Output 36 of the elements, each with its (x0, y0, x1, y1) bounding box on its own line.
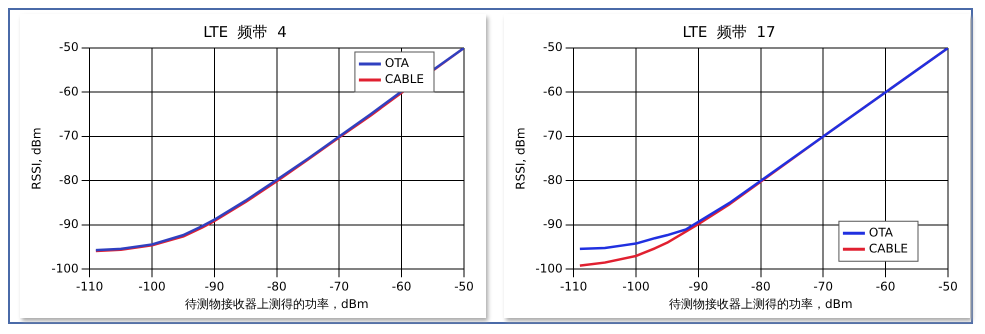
y-tick-label: -60 (543, 84, 563, 98)
x-axis-title: 待测物接收器上测得的功率，dBm (669, 296, 853, 311)
x-tick-label: -50 (938, 280, 958, 294)
x-tick-label: -110 (76, 280, 104, 294)
y-tick-label: -70 (59, 128, 79, 143)
y-tick-label: -50 (59, 40, 79, 54)
y-tick-label: -70 (543, 128, 563, 143)
x-tick-label: -80 (267, 280, 287, 294)
legend-label: CABLE (384, 72, 424, 86)
y-axis-title: RSSI, dBm (513, 127, 528, 190)
x-tick-label: -60 (876, 280, 896, 294)
y-tick-label: -80 (59, 172, 79, 187)
x-tick-label: -60 (392, 280, 412, 294)
y-tick-label: -100 (51, 261, 79, 276)
legend-label: OTA (868, 225, 894, 240)
x-tick-label: -90 (688, 280, 708, 294)
x-tick-label: -100 (138, 280, 166, 294)
y-tick-label: -90 (543, 217, 563, 232)
x-tick-label: -70 (329, 280, 350, 294)
x-tick-label: -110 (560, 280, 588, 294)
y-tick-label: -60 (59, 84, 79, 98)
x-tick-label: -80 (751, 280, 771, 294)
x-tick-label: -50 (454, 280, 474, 294)
y-axis-title: RSSI, dBm (29, 127, 44, 190)
x-tick-label: -100 (622, 280, 650, 294)
chart-title: LTE 频带 4 (203, 22, 287, 41)
y-tick-label: -50 (543, 40, 563, 54)
x-axis-title: 待测物接收器上测得的功率，dBm (185, 296, 369, 311)
legend-label: OTA (384, 56, 410, 70)
legend-label: CABLE (868, 241, 908, 256)
chart-title: LTE 频带 17 (682, 22, 776, 41)
y-tick-label: -100 (535, 261, 563, 276)
x-tick-label: -90 (204, 280, 224, 294)
y-tick-label: -80 (543, 172, 563, 187)
x-tick-label: -70 (813, 280, 834, 294)
y-tick-label: -90 (59, 217, 79, 232)
